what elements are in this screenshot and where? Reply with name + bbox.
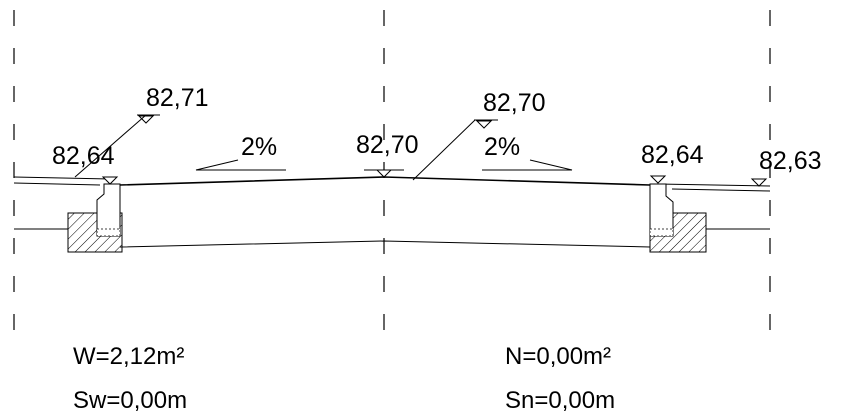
elevation-marker-icon [752, 179, 766, 186]
area-label-n: N=0,00m² [505, 343, 612, 370]
elevation-marker-icon [377, 170, 391, 177]
area-label-w: W=2,12m² [73, 343, 185, 370]
pavement-surface [120, 177, 650, 185]
elevation-label-right-top: 82,70 [483, 89, 546, 117]
leader-line [75, 115, 146, 177]
elevation-marker-icon [103, 177, 117, 184]
slope-label-left: 2% [241, 133, 278, 161]
right-curb [650, 184, 706, 252]
elevation-label-center: 82,70 [356, 131, 419, 159]
elevation-label-left-top: 82,71 [146, 84, 209, 112]
pavement-bottom [120, 241, 650, 247]
elevation-marker-icon [477, 121, 491, 128]
left-curb [68, 184, 122, 252]
left-terrain-line-bottom [14, 183, 100, 185]
elevation-label-left-edge: 82,64 [52, 142, 115, 170]
area-label-sn: Sn=0,00m [505, 387, 616, 414]
slope-label-right: 2% [484, 133, 521, 161]
elevation-label-right-curb: 82,64 [641, 141, 704, 169]
slope-arrow-left [196, 160, 286, 170]
slope-arrow-right [482, 160, 572, 170]
left-terrain-line-top [14, 177, 110, 179]
elevation-label-right-edge: 82,63 [759, 147, 822, 175]
right-terrain-line-top [658, 184, 770, 186]
leader-line [413, 120, 475, 180]
elevation-marker-icon [651, 176, 665, 183]
area-label-sw: Sw=0,00m [73, 387, 188, 414]
right-terrain-line-bottom [672, 189, 770, 191]
